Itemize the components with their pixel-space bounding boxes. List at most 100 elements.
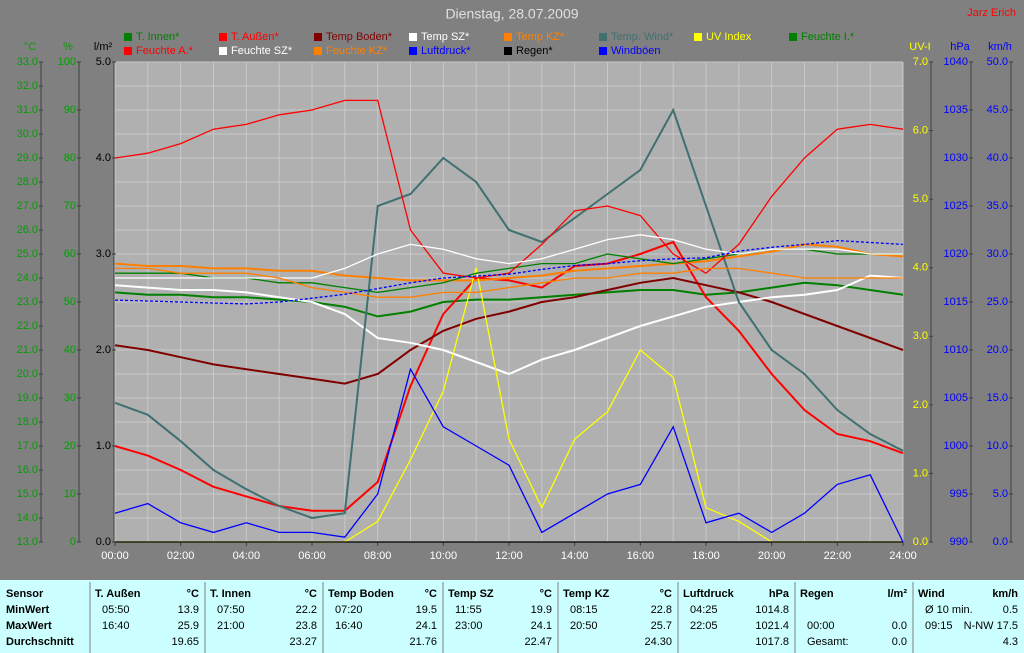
legend-swatch	[314, 33, 322, 41]
column-name: Temp SZ	[448, 588, 494, 600]
series-line	[115, 234, 903, 279]
y-tick-label: 100	[58, 56, 76, 68]
series-line	[114, 274, 904, 376]
y-tick-label: 35.0	[987, 200, 1008, 212]
y-tick-label: 4.0	[913, 262, 928, 274]
legend-swatch	[599, 33, 607, 41]
legend-label: UV Index	[706, 31, 752, 43]
column-name: Luftdruck	[683, 588, 735, 600]
legend-label: T. Innen*	[136, 31, 180, 43]
legend-swatch	[694, 33, 702, 41]
column-name: T. Außen	[95, 588, 141, 600]
legend-swatch	[124, 47, 132, 55]
cell-value: 23.27	[289, 636, 317, 648]
y-tick-label: 1005	[944, 392, 968, 404]
stats-table	[0, 580, 1024, 653]
series-line	[114, 239, 904, 305]
cell-time: 23:00	[455, 620, 483, 632]
cell-time: 21:00	[217, 620, 245, 632]
legend-label: Luftdruck*	[421, 45, 471, 57]
y-tick-label: 27.0	[17, 200, 38, 212]
column-name: Temp Boden	[328, 588, 394, 600]
y-tick-label: 1.0	[96, 440, 111, 452]
y-tick-label: 0.0	[913, 536, 928, 548]
y-tick-label: 0.0	[96, 536, 111, 548]
y-tick-label: 33.0	[17, 56, 38, 68]
table-header: Sensor	[6, 588, 44, 600]
y-tick-label: 1015	[944, 296, 968, 308]
x-tick-label: 08:00	[364, 550, 392, 562]
x-tick-label: 24:00	[889, 550, 917, 562]
row-label: MaxWert	[6, 620, 52, 632]
series-line	[114, 276, 904, 385]
y-tick-label: 1035	[944, 104, 968, 116]
y-tick-label: 1020	[944, 248, 968, 260]
legend-swatch	[409, 47, 417, 55]
y-tick-label: 7.0	[913, 56, 928, 68]
cell-value: 24.30	[644, 636, 672, 648]
y-tick-label: 50	[64, 296, 76, 308]
legend-swatch	[219, 33, 227, 41]
cell-value: 24.1	[416, 620, 437, 632]
column-name: Temp KZ	[563, 588, 610, 600]
cell-time: 22:05	[690, 620, 718, 632]
axis-title: °C	[24, 41, 36, 53]
legend-label: Feuchte I.*	[801, 31, 855, 43]
series-line	[114, 107, 904, 520]
cell-value: 1021.4	[755, 620, 789, 632]
cell-value: 19.5	[416, 604, 437, 616]
y-tick-label: 50.0	[987, 56, 1008, 68]
y-tick-label: 32.0	[17, 80, 38, 92]
y-tick-label: 60	[64, 248, 76, 260]
legend-label: Windböen	[611, 45, 661, 57]
y-tick-label: 25.0	[17, 248, 38, 260]
y-tick-label: 990	[950, 536, 968, 548]
y-tick-label: 3.0	[96, 248, 111, 260]
x-tick-label: 06:00	[298, 550, 326, 562]
legend-label: Regen*	[516, 45, 553, 57]
cell-time: 09:15	[925, 620, 953, 632]
x-tick-label: 16:00	[627, 550, 655, 562]
legend-label: T. Außen*	[231, 31, 279, 43]
y-tick-label: 20.0	[17, 368, 38, 380]
y-tick-label: 1.0	[913, 467, 928, 479]
y-tick-label: 18.0	[17, 416, 38, 428]
x-tick-label: 12:00	[495, 550, 523, 562]
y-tick-label: 6.0	[913, 124, 928, 136]
column-unit: l/m²	[887, 588, 907, 600]
y-tick-label: 10	[64, 488, 76, 500]
legend-label: Temp Boden*	[326, 31, 393, 43]
y-tick-label: 10.0	[987, 440, 1008, 452]
legend-swatch	[789, 33, 797, 41]
y-tick-label: 29.0	[17, 152, 38, 164]
y-tick-label: 5.0	[993, 488, 1008, 500]
cell-value: 19.9	[531, 604, 552, 616]
axis-title: km/h	[988, 41, 1012, 53]
column-unit: °C	[187, 588, 199, 600]
series-line	[114, 99, 904, 279]
y-tick-label: 20.0	[987, 344, 1008, 356]
cell-time: 11:55	[455, 604, 482, 616]
x-tick-label: 10:00	[430, 550, 458, 562]
series-line	[114, 281, 904, 318]
cell-time: 07:20	[335, 604, 363, 616]
y-tick-label: 1030	[944, 152, 968, 164]
column-unit: hPa	[769, 588, 790, 600]
y-tick-label: 3.0	[913, 330, 928, 342]
cell-time: 08:15	[570, 604, 598, 616]
y-tick-label: 30.0	[17, 128, 38, 140]
y-tick-label: 1025	[944, 200, 968, 212]
cell-time: 04:25	[690, 604, 718, 616]
y-tick-label: 2.0	[913, 399, 928, 411]
x-tick-label: 04:00	[233, 550, 261, 562]
cell-value: 23.8	[296, 620, 317, 632]
series-line	[114, 240, 904, 512]
cell-value: 22.47	[524, 636, 552, 648]
axis-title: UV-I	[909, 41, 930, 53]
y-tick-label: 995	[950, 488, 968, 500]
column-unit: °C	[540, 588, 552, 600]
cell-value: 22.8	[651, 604, 672, 616]
row-label: Durchschnitt	[6, 636, 74, 648]
